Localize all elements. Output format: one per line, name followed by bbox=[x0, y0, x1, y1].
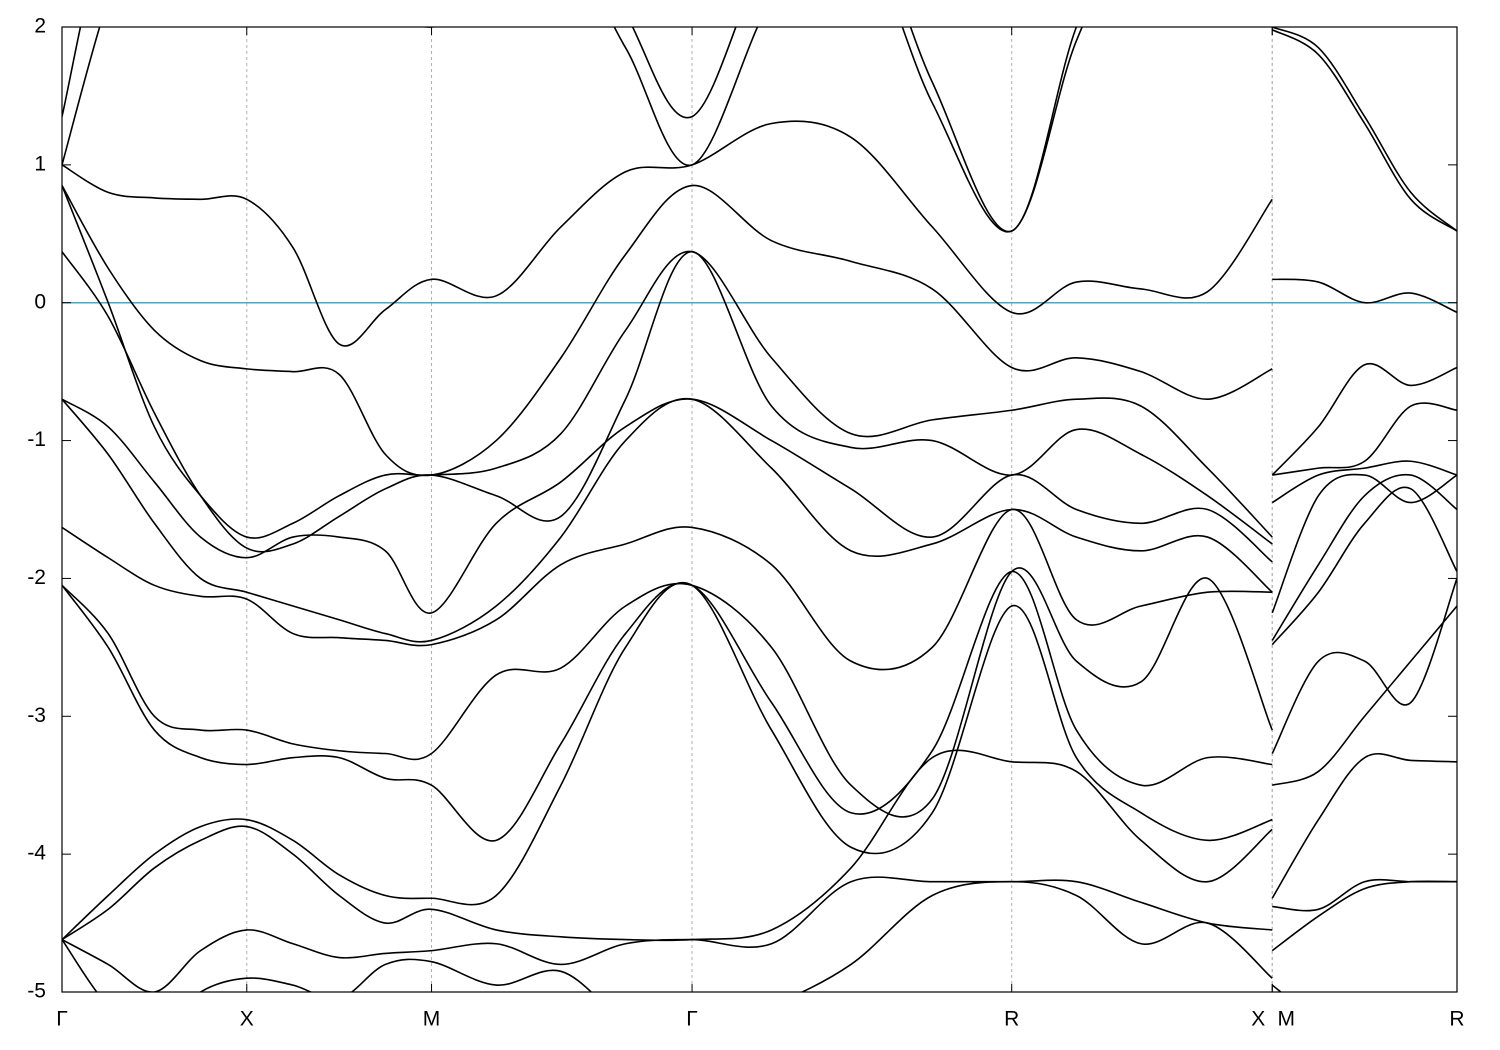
band-line bbox=[62, 27, 1457, 233]
x-tick-label: R bbox=[1004, 1008, 1019, 1031]
band-line bbox=[62, 876, 1457, 992]
y-tick-label: 0 bbox=[34, 290, 46, 313]
y-tick-label: 2 bbox=[34, 15, 46, 38]
band-line bbox=[62, 397, 1457, 643]
x-tick-label: X bbox=[1251, 1008, 1265, 1031]
x-tick-label: M bbox=[1277, 1008, 1295, 1031]
x-tick-label: X bbox=[240, 1008, 254, 1031]
x-tick-label: M bbox=[423, 1008, 441, 1031]
band-line bbox=[62, 567, 1457, 818]
band-line bbox=[62, 749, 1457, 942]
x-tick-label: R bbox=[1449, 1008, 1464, 1031]
y-tick-label: 1 bbox=[34, 152, 46, 175]
band-line bbox=[62, 880, 1283, 992]
band-line bbox=[62, 184, 1457, 477]
y-tick-label: -3 bbox=[27, 704, 46, 727]
band-line bbox=[62, 486, 1457, 671]
y-tick-label: -4 bbox=[27, 842, 46, 865]
band-line bbox=[62, 250, 1457, 553]
band-line bbox=[62, 570, 1457, 842]
x-tick-label: Γ bbox=[686, 1008, 698, 1031]
plot-frame bbox=[61, 26, 1458, 993]
x-tick-label: Γ bbox=[56, 1008, 68, 1031]
y-tick-label: -1 bbox=[27, 428, 46, 451]
y-tick-label: -5 bbox=[27, 980, 46, 1003]
band-line bbox=[62, 27, 1457, 233]
band-line bbox=[62, 120, 1457, 347]
plot-area bbox=[62, 27, 1457, 992]
band-line bbox=[62, 582, 1457, 941]
y-tick-label: -2 bbox=[27, 566, 46, 589]
band-line bbox=[62, 398, 1457, 614]
